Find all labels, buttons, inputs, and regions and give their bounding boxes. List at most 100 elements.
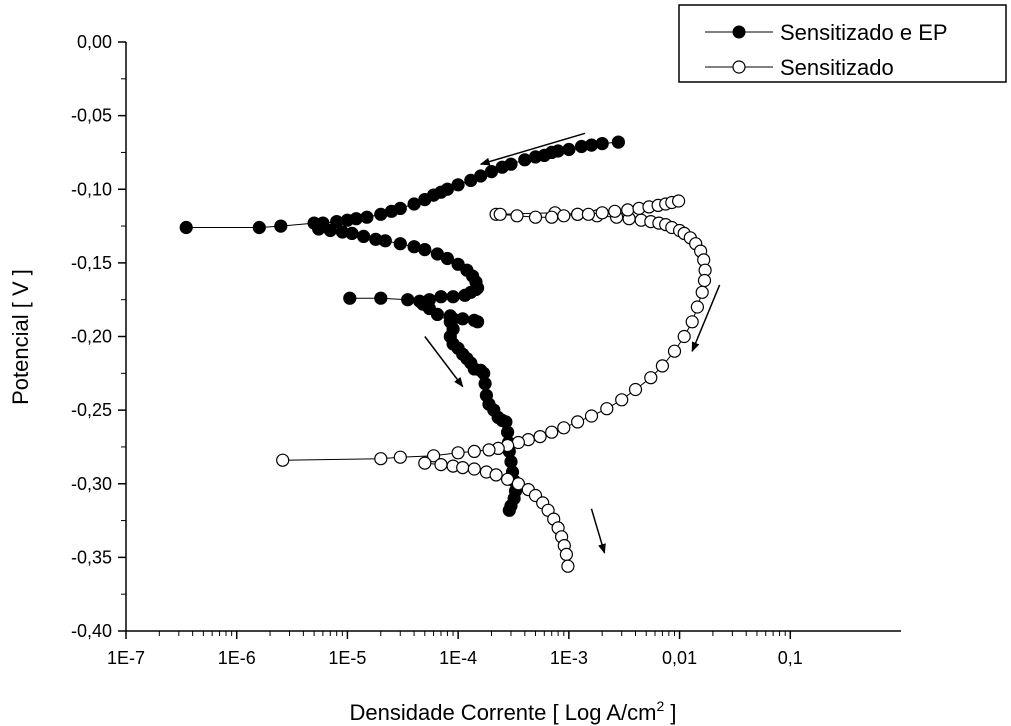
data-point [608, 204, 622, 218]
series-sensitizado [276, 194, 712, 573]
data-point [600, 402, 614, 416]
data-point [456, 461, 470, 475]
data-point [434, 458, 448, 472]
data-point [276, 453, 290, 467]
data-point [677, 329, 691, 344]
data-point [690, 300, 705, 314]
data-point [501, 472, 515, 486]
direction-arrow [479, 132, 586, 166]
data-point [559, 547, 574, 562]
data-point [179, 220, 193, 235]
y-tick-label: -0,10 [71, 179, 112, 199]
data-point [393, 237, 407, 251]
series-line [282, 212, 706, 461]
data-point [697, 273, 712, 288]
legend-label: Sensitizado e EP [780, 20, 948, 45]
data-point [456, 312, 470, 326]
data-point [440, 251, 454, 266]
direction-arrow [691, 284, 721, 353]
data-point [427, 449, 441, 463]
data-point [467, 444, 481, 458]
y-tick-label: -0,20 [71, 327, 112, 347]
data-point [374, 452, 388, 466]
x-axis-title: Densidade Corrente [ Log A/cm2 ] [350, 698, 677, 725]
data-point [628, 382, 643, 397]
x-tick-label: 1E-6 [218, 648, 256, 668]
y-tick-label: -0,35 [71, 547, 112, 567]
data-point [655, 359, 670, 373]
data-point [349, 212, 363, 226]
legend-marker-filled [732, 25, 746, 39]
legend-label: Sensitizado [780, 55, 894, 80]
data-point [407, 240, 421, 254]
data-point [562, 142, 576, 157]
data-point [570, 415, 585, 429]
y-tick-label: 0,00 [77, 32, 112, 52]
data-point [493, 207, 507, 221]
data-point [667, 344, 682, 358]
x-tick-label: 1E-5 [328, 648, 366, 668]
data-point [581, 207, 596, 221]
data-point [489, 468, 503, 482]
data-point [615, 393, 629, 407]
data-point [504, 157, 518, 171]
data-point [401, 293, 415, 307]
data-point [418, 456, 432, 470]
direction-arrow [424, 336, 464, 388]
axes [125, 42, 901, 632]
data-point [502, 503, 516, 517]
data-point [621, 203, 635, 217]
y-tick-label: -0,25 [71, 400, 112, 420]
data-point [595, 206, 609, 220]
data-point [584, 138, 599, 152]
data-point [393, 201, 407, 215]
arrow-layer [424, 132, 721, 554]
data-point [557, 421, 571, 435]
y-tick-label: -0,15 [71, 253, 112, 273]
data-point [312, 222, 326, 236]
data-point [671, 194, 686, 208]
data-point [471, 315, 485, 329]
data-point [252, 220, 266, 235]
y-tick-label: -0,05 [71, 106, 112, 126]
data-point [570, 207, 585, 221]
data-point [551, 144, 565, 158]
x-axis-title-main: Densidade Corrente [ Log A/cm [350, 700, 657, 725]
x-tick-label: 1E-4 [439, 648, 477, 668]
data-point [323, 223, 337, 238]
data-point [510, 209, 524, 223]
data-point [374, 291, 388, 305]
data-point [434, 290, 448, 304]
data-point [584, 409, 599, 423]
direction-arrow [590, 508, 606, 554]
data-point [343, 291, 357, 305]
data-point [467, 462, 481, 476]
data-point [685, 315, 699, 329]
x-tick-label: 0,1 [778, 648, 803, 668]
data-point [469, 282, 483, 296]
data-point [360, 210, 374, 224]
x-tick-label: 1E-3 [550, 648, 588, 668]
data-point [446, 290, 460, 304]
data-point [374, 207, 388, 221]
data-point [695, 285, 709, 299]
data-point [451, 178, 465, 192]
series-layer [179, 135, 712, 573]
data-point [418, 243, 432, 257]
data-point [644, 371, 658, 385]
legend-entry-sensitizado-e-ep: Sensitizado e EP [705, 20, 948, 45]
data-point [545, 425, 559, 439]
legend: Sensitizado e EP Sensitizado [678, 4, 1007, 83]
legend-marker-open [732, 60, 746, 74]
data-point [528, 210, 543, 224]
data-point [511, 435, 526, 450]
data-point [518, 153, 532, 167]
data-point [451, 446, 465, 460]
data-point [378, 234, 392, 248]
data-point [511, 477, 526, 491]
data-point [274, 219, 288, 233]
data-point [561, 559, 575, 573]
data-point [482, 443, 496, 457]
x-tick-label: 0,01 [662, 648, 697, 668]
